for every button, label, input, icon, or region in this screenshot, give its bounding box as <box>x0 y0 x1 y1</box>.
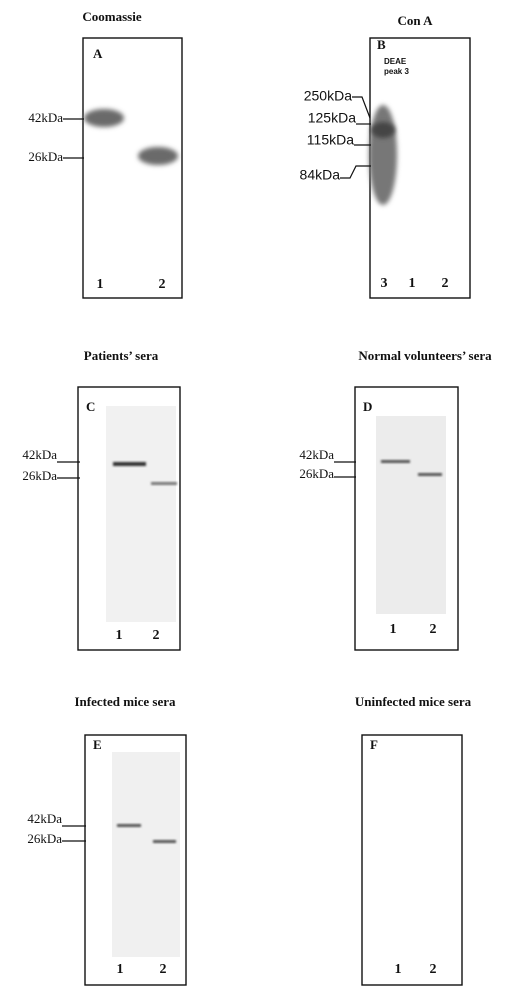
marker-label: 26kDa <box>28 149 63 164</box>
lane-label: 3 <box>381 276 388 291</box>
marker-label: 42kDa <box>22 447 57 462</box>
lane-label: 1 <box>117 962 124 977</box>
band <box>151 482 177 485</box>
marker-label: 26kDa <box>22 468 57 483</box>
lane-label: 2 <box>430 962 437 977</box>
panel-title: Coomassie <box>82 9 141 24</box>
lane-label: 1 <box>395 962 402 977</box>
blot <box>376 416 446 614</box>
lane-label: 1 <box>116 628 123 643</box>
band <box>381 460 410 463</box>
panel-title: Uninfected mice sera <box>355 694 472 709</box>
figure: Coomassie A 42kDa 26kDa 1 2 Con A B DEAE… <box>0 0 514 992</box>
panel-title: Patients’ sera <box>84 348 159 363</box>
band <box>371 122 395 138</box>
marker-label: 26kDa <box>299 466 334 481</box>
lane-label: 1 <box>97 277 104 292</box>
marker-label: 115kDa <box>307 132 354 148</box>
lane-label: 2 <box>153 628 160 643</box>
panel-box <box>362 735 462 985</box>
lane-label: 2 <box>430 622 437 637</box>
lane-label: 2 <box>159 277 166 292</box>
lane-label: 2 <box>160 962 167 977</box>
lane-note: peak 3 <box>384 67 409 76</box>
marker-label: 250kDa <box>304 88 352 104</box>
band <box>84 109 124 127</box>
panel-letter: D <box>363 399 372 414</box>
panel-letter: C <box>86 399 95 414</box>
panel-letter: E <box>93 737 102 752</box>
lane-label: 1 <box>390 622 397 637</box>
marker-line <box>340 166 371 178</box>
marker-label: 42kDa <box>28 110 63 125</box>
marker-label: 42kDa <box>299 447 334 462</box>
blot <box>112 752 180 957</box>
band <box>113 462 146 466</box>
smear <box>369 105 397 205</box>
panel-letter: F <box>370 737 378 752</box>
panel-title: Normal volunteers’ sera <box>358 348 492 363</box>
lane-label: 2 <box>442 276 449 291</box>
blot <box>106 406 176 622</box>
band <box>418 473 442 476</box>
marker-label: 42kDa <box>27 811 62 826</box>
marker-label: 84kDa <box>300 167 341 183</box>
panel-title: Con A <box>397 13 433 28</box>
lane-label: 1 <box>409 276 416 291</box>
band <box>117 824 141 827</box>
panel-letter: A <box>93 46 103 61</box>
panel-box <box>83 38 182 298</box>
marker-label: 26kDa <box>27 831 62 846</box>
panel-title: Infected mice sera <box>74 694 176 709</box>
band <box>153 840 176 843</box>
band <box>138 147 178 165</box>
marker-label: 125kDa <box>308 110 356 126</box>
lane-note: DEAE <box>384 57 407 66</box>
panel-letter: B <box>377 37 386 52</box>
